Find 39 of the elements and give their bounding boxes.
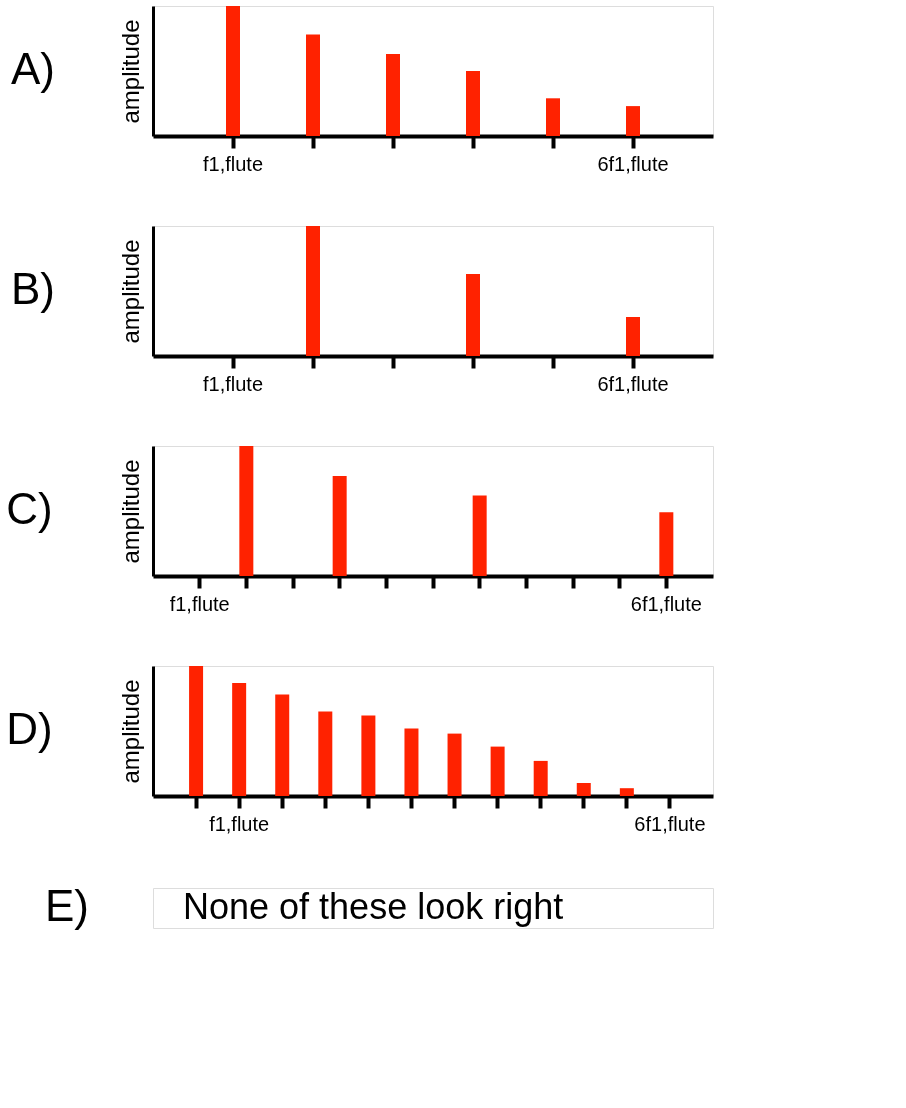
bar — [659, 512, 674, 576]
bar — [226, 6, 240, 136]
bar — [239, 446, 254, 576]
text: None of these look right — [183, 886, 564, 927]
bar — [386, 54, 400, 136]
x-tick-label: 6f1,flute — [597, 152, 669, 175]
bar — [189, 666, 204, 796]
x-tick-label: f1,flute — [209, 812, 270, 835]
x-tick-label: 6f1,flute — [597, 372, 669, 395]
x-tick-label: 6f1,flute — [630, 592, 702, 615]
bar — [318, 711, 333, 796]
bar — [490, 746, 505, 796]
bar — [306, 34, 320, 136]
bar — [619, 788, 634, 796]
text: E) — [45, 881, 89, 930]
x-tick-label: f1,flute — [202, 372, 264, 395]
x-tick-label: f1,flute — [169, 592, 230, 615]
text: B) — [11, 264, 55, 313]
x-tick-label: 6f1,flute — [634, 812, 706, 835]
x-tick-label: f1,flute — [202, 152, 264, 175]
bar — [361, 715, 376, 796]
bar — [232, 682, 247, 796]
bar — [576, 783, 591, 796]
bar — [332, 475, 347, 576]
text: A) — [11, 44, 55, 93]
y-axis-title: amplitude — [116, 19, 144, 124]
bar — [472, 495, 487, 576]
bar — [533, 760, 548, 796]
bar — [404, 728, 419, 796]
bar — [546, 98, 560, 136]
text: D) — [6, 704, 53, 753]
y-axis-title: amplitude — [116, 679, 144, 784]
bar — [447, 733, 462, 796]
bar — [466, 71, 480, 136]
bar — [275, 694, 290, 796]
bar — [626, 106, 640, 136]
y-axis-title: amplitude — [116, 239, 144, 344]
y-axis-title: amplitude — [116, 459, 144, 564]
text: C) — [6, 484, 53, 533]
